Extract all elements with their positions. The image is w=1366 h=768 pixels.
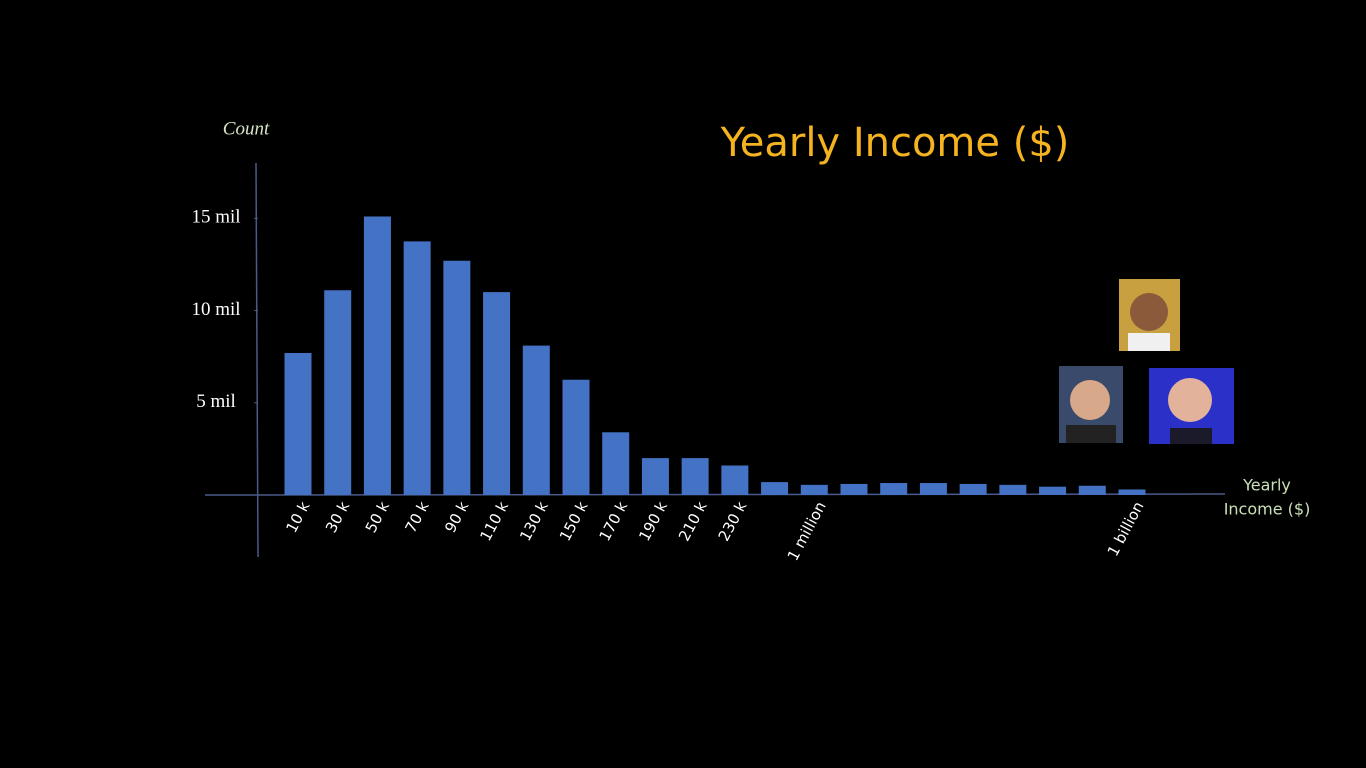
bar bbox=[483, 292, 511, 495]
bar bbox=[641, 458, 669, 495]
bar bbox=[880, 483, 908, 495]
x-axis-label: Income ($) bbox=[1224, 500, 1311, 519]
bar bbox=[443, 260, 471, 495]
photo bbox=[1119, 279, 1180, 351]
bar bbox=[999, 484, 1027, 495]
bar bbox=[602, 432, 630, 495]
bar bbox=[403, 241, 431, 495]
bar bbox=[800, 484, 828, 495]
bar bbox=[363, 216, 391, 495]
x-axis bbox=[204, 493, 1226, 496]
bar bbox=[919, 483, 947, 495]
bar bbox=[959, 483, 987, 495]
y-tick-label: 15 mil bbox=[191, 207, 240, 228]
bar bbox=[1078, 485, 1106, 495]
photo bbox=[1059, 366, 1123, 443]
bar bbox=[284, 352, 312, 495]
bar bbox=[1118, 489, 1146, 495]
bar bbox=[840, 483, 868, 495]
chart-title: Yearly Income ($) bbox=[720, 120, 1070, 166]
y-axis-label: Count bbox=[223, 118, 270, 139]
bar bbox=[681, 458, 709, 495]
bar bbox=[522, 345, 550, 495]
y-tick-label: 10 mil bbox=[191, 299, 240, 320]
y-axis bbox=[255, 162, 259, 558]
bar bbox=[562, 379, 590, 495]
bar bbox=[721, 465, 749, 495]
bar bbox=[324, 290, 352, 495]
bar bbox=[1039, 486, 1067, 495]
y-tick-label: 5 mil bbox=[196, 391, 236, 412]
photo bbox=[1149, 368, 1234, 444]
x-axis-label: Yearly bbox=[1242, 476, 1291, 495]
bar bbox=[761, 482, 789, 495]
